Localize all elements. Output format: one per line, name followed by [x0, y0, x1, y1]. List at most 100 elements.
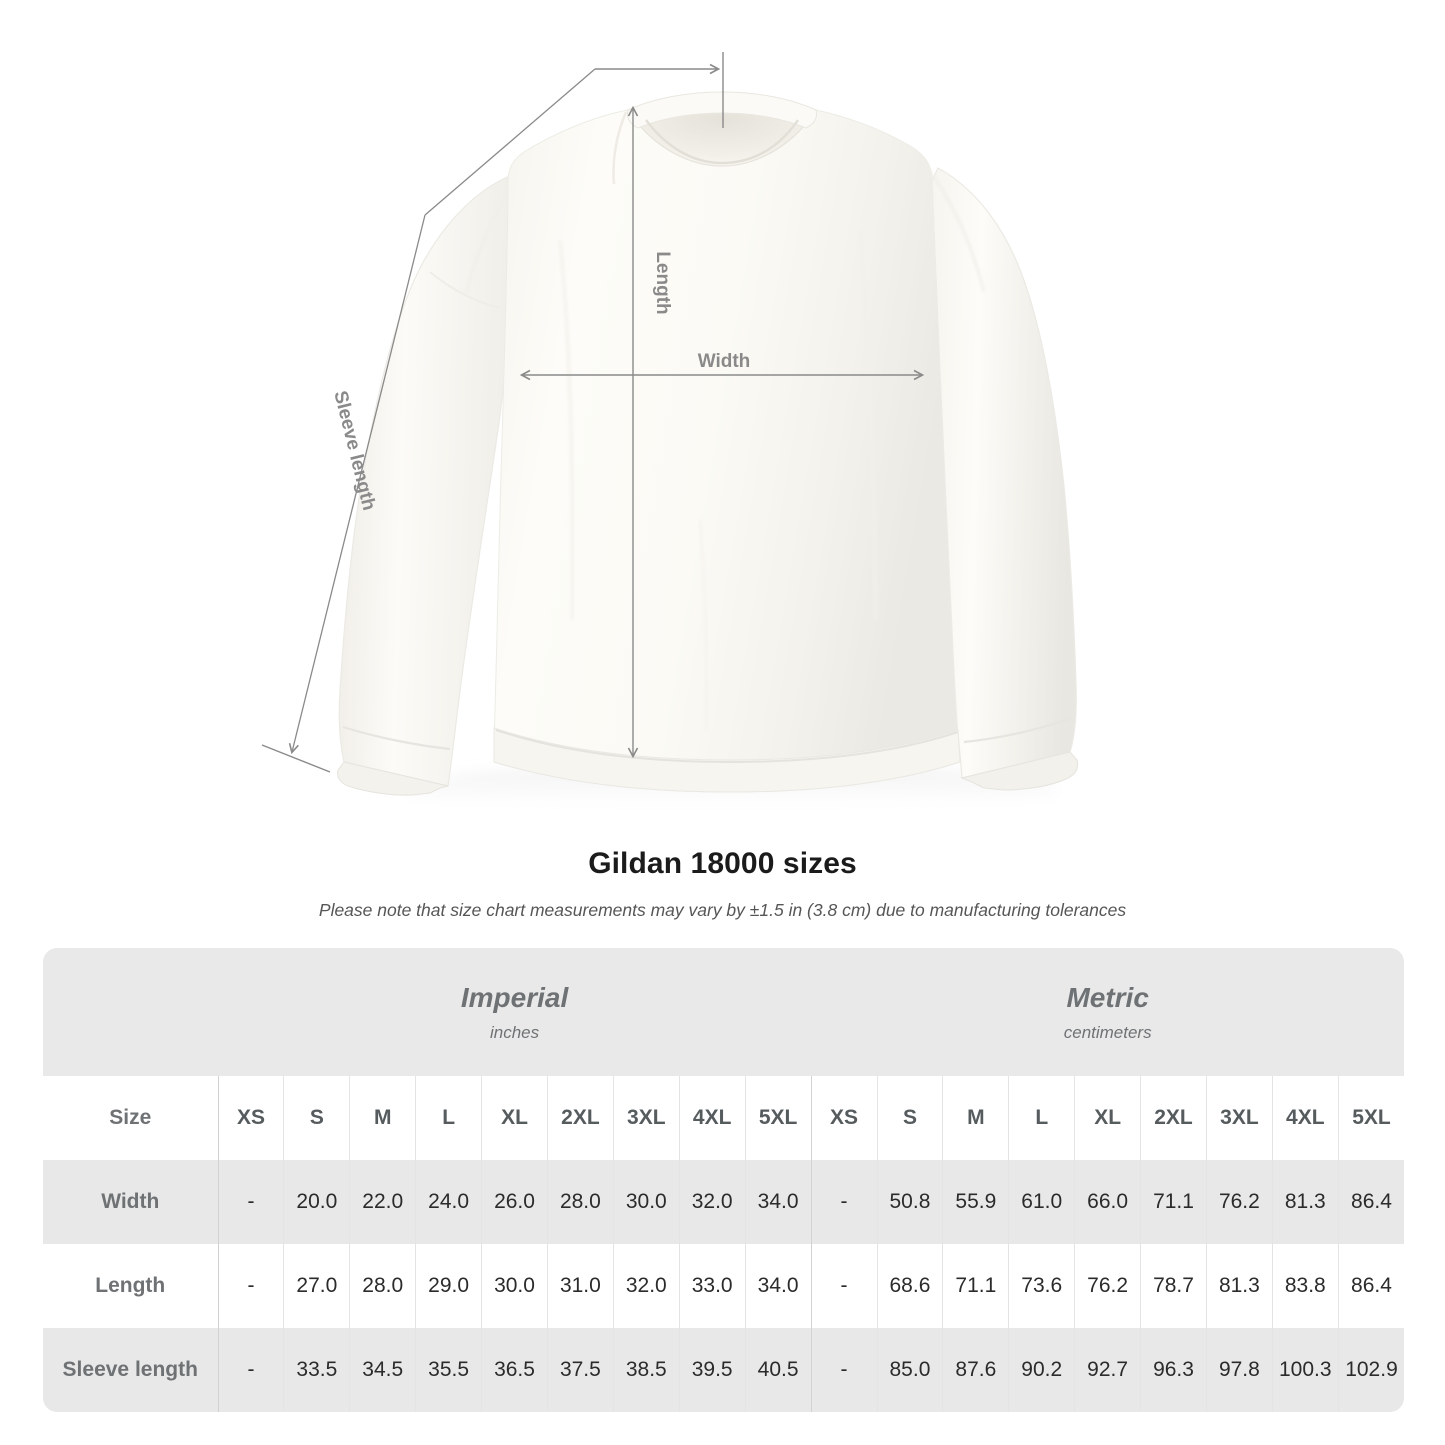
metric-subtitle: centimeters: [1063, 1022, 1152, 1042]
header-imp-xl: XL: [481, 1076, 548, 1160]
garment-body: [493, 109, 961, 793]
sleeve-length-dimension: [261, 214, 426, 773]
body-fold-3: [698, 519, 708, 731]
row-label-sleeve-length: Sleeve length: [43, 1328, 218, 1412]
table-row: Length - 27.0 28.0 29.0 30.0 31.0 32.0 3…: [43, 1244, 1405, 1328]
width-imp-2xl: 28.0: [546, 1160, 614, 1244]
tolerance-note: Please note that size chart measurements…: [318, 899, 1127, 920]
sleeve-met-xs: -: [810, 1328, 877, 1412]
header-met-5xl: 5XL: [1337, 1076, 1405, 1160]
header-met-3xl: 3XL: [1205, 1076, 1273, 1160]
row-label-width: Width: [43, 1160, 218, 1244]
width-met-xl: 66.0: [1074, 1160, 1141, 1244]
sleeve-met-2xl: 96.3: [1140, 1328, 1207, 1412]
header-met-s: S: [876, 1076, 943, 1160]
width-met-l: 61.0: [1008, 1160, 1075, 1244]
width-imp-3xl: 30.0: [612, 1160, 680, 1244]
title-block: Gildan 18000 sizes Please note that size…: [0, 845, 1445, 921]
length-label: Length: [652, 251, 673, 314]
sleeve-met-xl: 92.7: [1074, 1328, 1141, 1412]
header-met-m: M: [942, 1076, 1009, 1160]
left-sleeve-fold: [429, 271, 501, 309]
width-imp-xs: -: [217, 1160, 284, 1244]
width-met-m: 55.9: [942, 1160, 1009, 1244]
length-imp-l: 29.0: [415, 1244, 482, 1328]
header-size-label: Size: [43, 1076, 218, 1160]
sleeve-met-4xl: 100.3: [1271, 1328, 1339, 1412]
sleeve-imp-5xl: 40.5: [744, 1328, 812, 1412]
table-header-row: Size XS S M L XL 2XL 3XL 4XL 5XL XS S M …: [43, 1076, 1405, 1160]
unit-banner-metric: Metric centimeters: [811, 948, 1405, 1076]
header-imp-4xl: 4XL: [678, 1076, 746, 1160]
header-imp-2xl: 2XL: [546, 1076, 614, 1160]
row-label-length: Length: [43, 1244, 218, 1328]
body-fold-2: [858, 229, 878, 621]
length-imp-s: 27.0: [283, 1244, 350, 1328]
width-met-s: 50.8: [876, 1160, 943, 1244]
right-cuff-seam: [963, 716, 1073, 744]
width-met-5xl: 86.4: [1337, 1160, 1405, 1244]
sleeve-met-s: 85.0: [876, 1328, 943, 1412]
length-imp-xl: 30.0: [481, 1244, 548, 1328]
header-imp-m: M: [349, 1076, 416, 1160]
imperial-subtitle: inches: [489, 1022, 540, 1042]
width-met-2xl: 71.1: [1140, 1160, 1207, 1244]
header-met-4xl: 4XL: [1271, 1076, 1339, 1160]
width-imp-s: 20.0: [283, 1160, 350, 1244]
header-imp-l: L: [415, 1076, 482, 1160]
sleeve-imp-m: 34.5: [349, 1328, 416, 1412]
header-imp-s: S: [283, 1076, 350, 1160]
collar-inner-shade: [645, 119, 799, 165]
width-met-4xl: 81.3: [1271, 1160, 1339, 1244]
length-imp-2xl: 31.0: [546, 1244, 614, 1328]
sleeve-imp-l: 35.5: [415, 1328, 482, 1412]
sleeve-met-3xl: 97.8: [1205, 1328, 1273, 1412]
width-met-3xl: 76.2: [1205, 1160, 1273, 1244]
bottom-hem: [493, 727, 961, 793]
length-imp-5xl: 34.0: [744, 1244, 812, 1328]
header-met-2xl: 2XL: [1140, 1076, 1207, 1160]
sleeve-imp-xs: -: [217, 1328, 284, 1412]
left-cuff-seam: [342, 725, 451, 751]
header-met-xs: XS: [810, 1076, 877, 1160]
length-imp-3xl: 32.0: [612, 1244, 680, 1328]
width-imp-4xl: 32.0: [678, 1160, 746, 1244]
hem-seam-line: [495, 729, 959, 764]
neck-left-fold: [612, 111, 628, 185]
header-imp-xs: XS: [217, 1076, 284, 1160]
length-met-s: 68.6: [876, 1244, 943, 1328]
table-row: Width - 20.0 22.0 24.0 26.0 28.0 30.0 32…: [43, 1160, 1405, 1244]
body-fold-1: [558, 239, 574, 621]
sleeve-imp-xl: 36.5: [481, 1328, 548, 1412]
sleeve-imp-s: 33.5: [283, 1328, 350, 1412]
metric-title: Metric: [1066, 981, 1149, 1013]
length-met-xs: -: [810, 1244, 877, 1328]
length-imp-xs: -: [217, 1244, 284, 1328]
header-met-xl: XL: [1074, 1076, 1141, 1160]
length-met-4xl: 83.8: [1271, 1244, 1339, 1328]
length-imp-m: 28.0: [349, 1244, 416, 1328]
garment-illustration: Sleeve length Length Width: [261, 52, 1079, 816]
width-met-xs: -: [810, 1160, 877, 1244]
size-table-container: Imperial inches Metric centimeters Size …: [43, 948, 1405, 1412]
unit-banner-row: Imperial inches Metric centimeters: [43, 948, 1405, 1076]
sleeve-met-l: 90.2: [1008, 1328, 1075, 1412]
width-imp-l: 24.0: [415, 1160, 482, 1244]
right-cuff: [960, 751, 1079, 791]
length-met-xl: 76.2: [1074, 1244, 1141, 1328]
width-imp-5xl: 34.0: [744, 1160, 812, 1244]
size-table: Imperial inches Metric centimeters Size …: [43, 948, 1405, 1412]
collar-rib: [627, 91, 817, 129]
sleeve-imp-4xl: 39.5: [678, 1328, 746, 1412]
sleeve-met-m: 87.6: [942, 1328, 1009, 1412]
sweatshirt-diagram-svg: Sleeve length Length Width: [261, 52, 1079, 816]
header-met-l: L: [1008, 1076, 1075, 1160]
sleeve-length-leader: [424, 52, 724, 216]
page-title: Gildan 18000 sizes: [588, 847, 857, 880]
imperial-title: Imperial: [460, 981, 569, 1013]
length-met-3xl: 81.3: [1205, 1244, 1273, 1328]
unit-banner-imperial: Imperial inches: [218, 948, 812, 1076]
length-imp-4xl: 33.0: [678, 1244, 746, 1328]
sleeve-imp-2xl: 37.5: [546, 1328, 614, 1412]
